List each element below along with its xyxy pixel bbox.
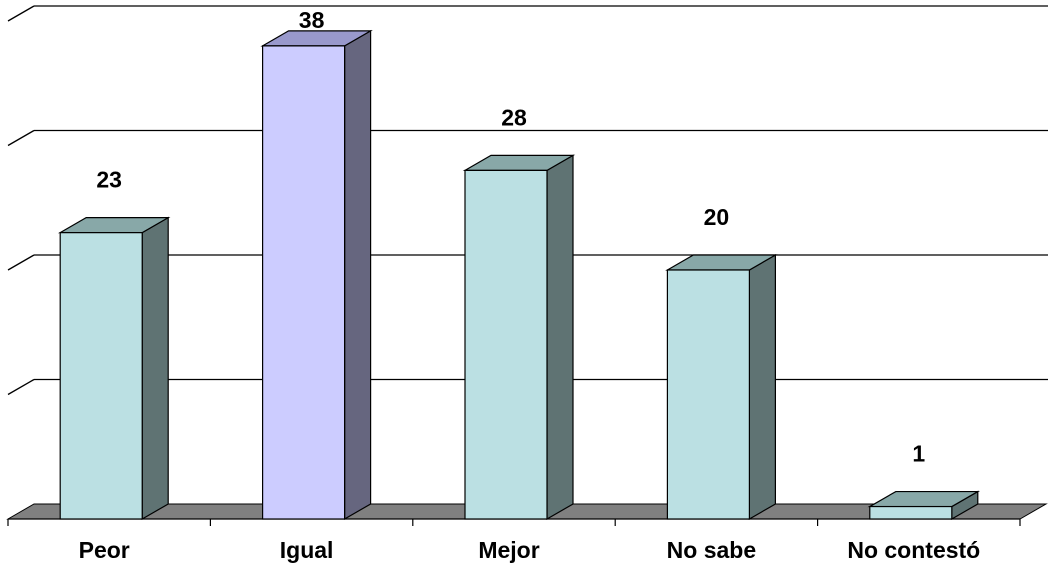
- bar-5: [867, 490, 981, 521]
- category-label-5: No contestó: [847, 537, 980, 563]
- category-label-2: Igual: [280, 537, 334, 563]
- gridline-stub-40: [7, 5, 35, 22]
- bar-front-face: [666, 269, 751, 520]
- bar-front-face: [262, 45, 346, 520]
- bar-side-face: [141, 216, 169, 521]
- gridline-stub-20: [7, 254, 35, 271]
- data-label-5: 1: [912, 441, 925, 467]
- bar-side-face: [546, 154, 574, 521]
- bar-3: [462, 154, 576, 521]
- data-label-2: 38: [299, 7, 325, 33]
- data-label-1: 23: [96, 167, 122, 193]
- gridline-stub-30: [7, 129, 35, 147]
- data-label-3: 28: [501, 104, 527, 130]
- bar-front-face: [59, 232, 143, 520]
- bar-2: [260, 29, 373, 521]
- bar-4: [665, 253, 778, 521]
- data-label-4: 20: [704, 204, 730, 230]
- bar-1: [57, 216, 171, 521]
- data-labels: 23 38 28 20 1: [96, 7, 925, 467]
- category-label-4: No sabe: [667, 537, 756, 563]
- bars: [57, 29, 981, 521]
- bar-front-face: [869, 505, 953, 520]
- category-label-3: Mejor: [478, 537, 539, 563]
- bar-side-face: [748, 253, 777, 521]
- category-labels: Peor Igual Mejor No sabe No contestó: [79, 537, 981, 563]
- bar-front-face: [464, 169, 548, 520]
- gridline-stub-10: [7, 378, 35, 396]
- category-label-1: Peor: [79, 537, 130, 563]
- bar-side-face: [344, 29, 372, 521]
